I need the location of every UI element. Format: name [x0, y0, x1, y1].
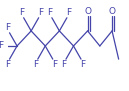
- Text: F: F: [5, 60, 10, 69]
- Text: F: F: [38, 8, 43, 17]
- Text: O: O: [84, 7, 91, 16]
- Text: F: F: [0, 41, 4, 51]
- Text: F: F: [47, 8, 53, 17]
- Text: F: F: [62, 60, 67, 69]
- Text: F: F: [52, 60, 57, 69]
- Text: F: F: [66, 8, 71, 17]
- Text: F: F: [5, 23, 10, 32]
- Text: F: F: [19, 8, 24, 17]
- Text: F: F: [33, 60, 38, 69]
- Text: F: F: [80, 60, 85, 69]
- Text: O: O: [109, 7, 116, 16]
